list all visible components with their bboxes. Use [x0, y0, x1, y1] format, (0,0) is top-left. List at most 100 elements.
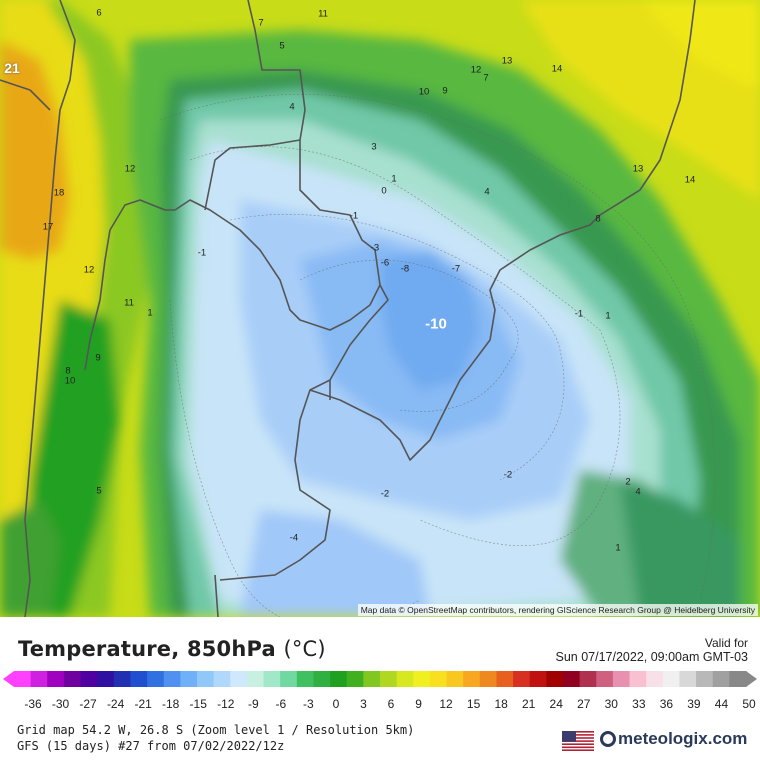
scale-tick-label: 15	[466, 697, 481, 711]
contour-label: 5	[96, 485, 102, 497]
contour-label: 18	[53, 187, 65, 199]
contour-label: 6	[96, 7, 102, 19]
scale-tick-label: -30	[51, 697, 70, 711]
scale-swatch	[163, 671, 181, 687]
scale-swatch	[612, 671, 631, 687]
scale-swatch	[63, 671, 82, 687]
scale-tick-label: 44	[714, 697, 729, 711]
scale-swatch	[97, 671, 115, 687]
contour-label: 1	[147, 307, 153, 319]
contour-label: 11	[124, 297, 134, 309]
scale-swatch	[213, 671, 231, 687]
scale-swatch	[429, 671, 448, 687]
scale-tick-label: -27	[79, 697, 97, 711]
contour-label: 11	[318, 8, 328, 20]
scale-tick-label: -12	[217, 697, 235, 711]
scale-swatch	[380, 671, 398, 687]
contour-label: 14	[551, 63, 563, 75]
contour-label: 5	[279, 40, 285, 52]
scale-swatch	[679, 671, 697, 687]
contour-label: 2	[625, 476, 631, 488]
scale-swatch	[313, 671, 331, 687]
scale-tick-label: 21	[522, 697, 536, 711]
map-title: Temperature, 850hPa (°C)	[18, 637, 326, 661]
contour-label: 8	[65, 365, 71, 377]
scale-swatch	[230, 671, 248, 687]
scale-tick-label: 12	[439, 697, 453, 711]
scale-swatch	[47, 671, 65, 687]
scale-swatch	[413, 671, 431, 687]
scale-tick-label: 27	[577, 697, 591, 711]
scale-swatch	[263, 671, 281, 687]
contour-label: -10	[425, 315, 447, 333]
contour-label: 3	[371, 141, 377, 153]
scale-swatch	[330, 671, 348, 687]
scale-tick-label: -15	[189, 697, 207, 711]
scale-swatch	[662, 671, 681, 687]
contour-label: 12	[470, 64, 482, 76]
map-field	[0, 0, 760, 617]
scale-tick-label: 6	[387, 697, 395, 711]
contour-label: 17	[42, 221, 54, 233]
scale-swatch	[579, 671, 597, 687]
map-title-unit: (°C)	[283, 637, 326, 661]
contour-label: 9	[442, 85, 448, 97]
contour-label: -8	[400, 263, 410, 275]
scale-swatch	[80, 671, 98, 687]
valid-label: Valid for	[704, 636, 748, 650]
scale-swatch	[729, 671, 747, 687]
scale-tick-label: 0	[332, 697, 340, 711]
scale-tick-label: 30	[604, 697, 618, 711]
contour-label: 12	[83, 264, 95, 276]
contour-label: -6	[380, 257, 390, 269]
contour-label: -1	[349, 210, 359, 222]
contour-label: 4	[484, 186, 490, 198]
scale-swatch	[30, 671, 48, 687]
scale-tick-label: 33	[632, 697, 646, 711]
scale-swatch	[197, 671, 215, 687]
scale-swatch	[280, 671, 298, 687]
scale-tick-label: 50	[742, 697, 756, 711]
scale-tick-label: 3	[360, 697, 367, 711]
scale-tick-label: 18	[494, 697, 508, 711]
scale-left-arrow	[3, 671, 14, 687]
scale-swatch	[396, 671, 414, 687]
scale-swatch	[596, 671, 614, 687]
contour-label: 4	[289, 101, 295, 113]
contour-label: -1	[197, 247, 207, 259]
contour-label: 1	[615, 542, 621, 554]
contour-label: 13	[632, 163, 644, 175]
scale-tick-label: 9	[415, 697, 422, 711]
scale-swatch	[479, 671, 498, 687]
contour-label: 14	[684, 174, 696, 186]
scale-tick-label: 24	[549, 697, 563, 711]
temperature-map[interactable]: 6 7 11 5 21 12 7 13 14 10 9 4 3 1 0 4 13…	[0, 0, 760, 617]
scale-swatch	[446, 671, 464, 687]
contour-label: -2	[380, 488, 390, 500]
scale-swatch	[696, 671, 714, 687]
contour-label: -3	[370, 242, 380, 254]
contour-label: 10	[418, 86, 430, 98]
scale-swatch	[296, 671, 315, 687]
meteologix-logo-icon	[600, 731, 616, 747]
us-flag-icon[interactable]	[562, 731, 594, 751]
scale-tick-label: -18	[162, 697, 180, 711]
contour-label: -2	[503, 469, 513, 481]
scale-swatch	[14, 671, 32, 687]
scale-tick-label: 36	[659, 697, 674, 711]
scale-tick-label: -36	[24, 697, 42, 711]
scale-tick-label: -6	[275, 697, 287, 711]
scale-swatch	[712, 671, 730, 687]
contour-label: 10	[64, 375, 76, 387]
scale-tick-label: -9	[247, 697, 259, 711]
scale-swatch	[246, 671, 265, 687]
scale-swatch	[629, 671, 647, 687]
contour-label: 1	[391, 173, 397, 185]
scale-tick-label: -21	[134, 697, 152, 711]
scale-swatch	[546, 671, 564, 687]
map-attribution[interactable]: Map data © OpenStreetMap contributors, r…	[357, 604, 758, 616]
scale-swatch	[529, 671, 547, 687]
valid-date: Sun 07/17/2022, 09:00am GMT-03	[555, 650, 749, 664]
meteologix-logo[interactable]: meteologix.com	[600, 729, 747, 749]
contour-label: -4	[289, 532, 299, 544]
